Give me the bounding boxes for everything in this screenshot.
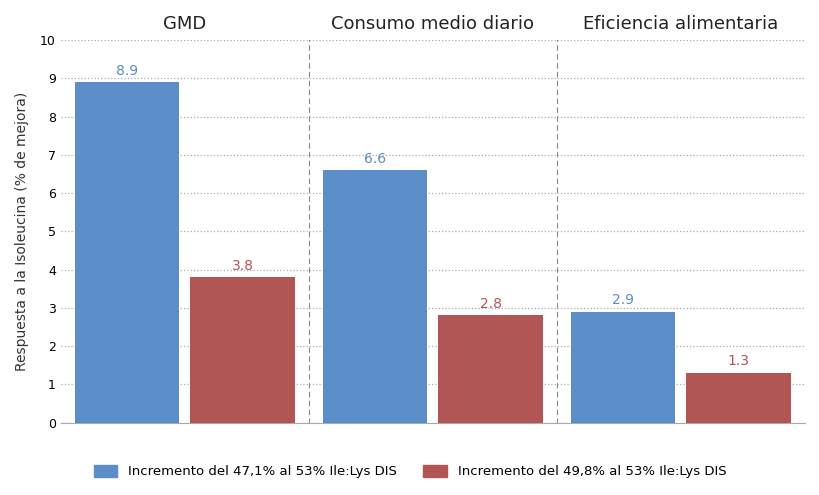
Bar (570, 312, 675, 423)
Bar (190, 277, 295, 423)
Title: GMD: GMD (163, 15, 206, 33)
Text: 8.9: 8.9 (115, 63, 138, 78)
Title: Eficiencia alimentaria: Eficiencia alimentaria (582, 15, 778, 33)
Y-axis label: Respuesta a la Isoleucina (% de mejora): Respuesta a la Isoleucina (% de mejora) (15, 92, 29, 371)
Bar (438, 315, 542, 423)
Text: 2.9: 2.9 (611, 293, 633, 307)
Text: 1.3: 1.3 (727, 354, 749, 368)
Text: 6.6: 6.6 (364, 151, 386, 165)
Legend: Incremento del 47,1% al 53% Ile:Lys DIS, Incremento del 49,8% al 53% Ile:Lys DIS: Incremento del 47,1% al 53% Ile:Lys DIS,… (88, 459, 731, 484)
Bar (686, 373, 790, 423)
Title: Consumo medio diario: Consumo medio diario (331, 15, 534, 33)
Bar (75, 82, 179, 423)
Bar (323, 170, 427, 423)
Text: 2.8: 2.8 (479, 297, 501, 311)
Text: 3.8: 3.8 (232, 258, 253, 273)
